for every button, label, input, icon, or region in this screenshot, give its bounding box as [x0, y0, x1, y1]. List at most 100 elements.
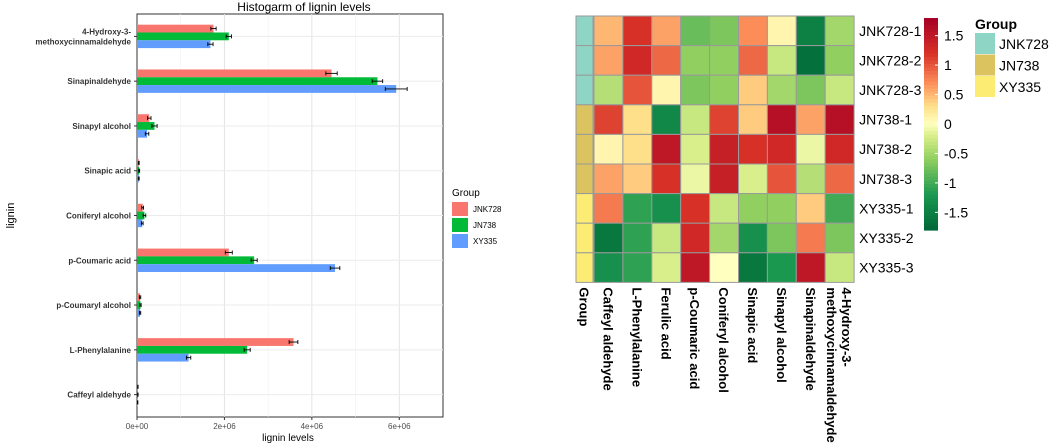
group-legend-key-jnk728: [975, 33, 995, 54]
heatmap-cell: [795, 15, 826, 47]
heatmap-cell: [651, 222, 682, 254]
group-legend-label-jn738: JN738: [999, 58, 1040, 74]
heatmap-row-label: XY335-2: [859, 230, 914, 246]
color-scale-label: -1: [944, 175, 957, 191]
group-annotation-cell: [575, 45, 594, 76]
heatmap-column-label-line: Sinapyl alcohol: [774, 287, 789, 382]
bar-legend-title: Group: [452, 188, 480, 199]
heatmap-cell: [824, 15, 855, 47]
category-label-line: Sinapyl alcohol: [72, 122, 131, 131]
heatmap-cell: [795, 45, 826, 76]
heatmap-column-label: Coniferyl alcohol: [716, 287, 731, 392]
color-scale-step: [924, 127, 938, 132]
heatmap-cell: [709, 222, 739, 254]
heatmap-cell: [738, 45, 768, 76]
bar-jn738: [137, 77, 378, 86]
bar-jn738: [137, 122, 155, 130]
category-label: Coniferyl alcohol: [66, 212, 131, 221]
x-tick-label: 2e+06: [213, 422, 236, 431]
color-scale-step: [924, 106, 938, 111]
heatmap-row-label: XY335-1: [859, 200, 914, 216]
color-scale-step: [924, 60, 938, 65]
heatmap-cell: [709, 163, 739, 195]
color-scale-step: [924, 159, 938, 164]
color-scale-step: [924, 155, 938, 160]
heatmap-column-label-line: L-Phenylalanine: [629, 287, 644, 387]
heatmap-column-label: 4-Hydroxy-3-methoxycinnamaldehyde: [824, 287, 854, 442]
bar-xy335: [137, 353, 189, 362]
heatmap-cell: [738, 163, 768, 195]
heatmap-cell: [680, 74, 711, 106]
category-label-line: Sinapic acid: [84, 167, 131, 176]
group-annotation-cell: [575, 74, 594, 106]
color-scale-step: [924, 124, 938, 129]
heatmap-cell: [680, 163, 711, 195]
heatmap-column-label: Sinapyl alcohol: [774, 287, 789, 382]
heatmap-cell: [622, 133, 653, 165]
heatmap-group-legend: Group JNK728 JN738 XY335: [975, 16, 1049, 97]
category-label: Sinapic acid: [84, 167, 131, 176]
color-scale-label: 0: [944, 116, 952, 132]
heatmap-cell: [738, 193, 768, 224]
x-tick-label: 0e+00: [126, 422, 149, 431]
heatmap-cell: [680, 45, 711, 76]
color-scale-step: [924, 138, 938, 143]
heatmap-cell: [738, 222, 768, 254]
heatmap-cell: [709, 45, 739, 76]
heatmap-row-label: JN738-2: [859, 141, 912, 157]
color-scale-step: [924, 109, 938, 114]
color-scale-step: [924, 21, 938, 26]
heatmap-column-label-line: methoxycinnamaldehyde: [824, 287, 839, 442]
heatmap-cell: [651, 15, 682, 47]
group-annotation-cell: [575, 222, 594, 254]
color-scale-step: [924, 18, 938, 23]
bar-jnk728: [137, 293, 141, 302]
color-scale-step: [924, 215, 938, 220]
category-label-line: Coniferyl alcohol: [66, 212, 131, 221]
heatmap-cell: [738, 133, 768, 165]
bar-jnk728: [137, 24, 214, 33]
bar-xy335: [137, 219, 143, 228]
color-scale-step: [924, 194, 938, 199]
heatmap-cell: [651, 74, 682, 106]
heatmap-column-label: L-Phenylalanine: [629, 287, 644, 387]
color-scale: 1.5 1 0.5 0 -0.5 -1 -1.5: [924, 18, 968, 231]
heatmap: JNK728-1 JNK728-2 JNK728-3 JN738-1 JN738-2 JN…: [575, 15, 922, 443]
color-scale-step: [924, 222, 938, 228]
heatmap-cell: [824, 104, 855, 135]
heatmap-cell: [766, 252, 797, 283]
heatmap-cell: [651, 252, 682, 283]
color-scale-step: [924, 120, 938, 125]
heatmap-row-label: JNK728-2: [859, 52, 921, 68]
heatmap-cell: [680, 15, 711, 47]
heatmap-cell: [622, 45, 653, 76]
color-scale-step: [924, 113, 938, 118]
color-scale-step: [924, 191, 938, 196]
heatmap-cell: [622, 74, 653, 106]
heatmap-cell: [593, 45, 624, 76]
bar-jn738: [137, 256, 255, 265]
x-axis-title: lignin levels: [262, 433, 314, 444]
bar-jn738: [137, 32, 229, 41]
color-scale-step: [924, 201, 938, 206]
heatmap-cell: [593, 74, 624, 106]
category-label: Caffeyl aldehyde: [67, 391, 131, 400]
bar-xy335: [137, 308, 141, 317]
heatmap-cell: [738, 15, 768, 47]
color-scale-step: [924, 85, 938, 90]
bar-jn738: [137, 345, 248, 354]
heatmap-column-label: Caffeyl aldehyde: [600, 287, 615, 390]
bar-jn738: [137, 211, 145, 220]
color-scale-step: [924, 141, 938, 146]
heatmap-cell: [680, 193, 711, 224]
color-scale-step: [924, 131, 938, 136]
heatmap-cell: [824, 133, 855, 165]
group-legend-key-xy335: [975, 76, 995, 97]
group-legend-key-jn738: [975, 54, 995, 76]
heatmap-row-label: JN738-1: [859, 112, 912, 128]
heatmap-cell: [824, 45, 855, 76]
heatmap-cell: [680, 133, 711, 165]
color-scale-step: [924, 162, 938, 167]
heatmap-cell: [795, 104, 826, 135]
